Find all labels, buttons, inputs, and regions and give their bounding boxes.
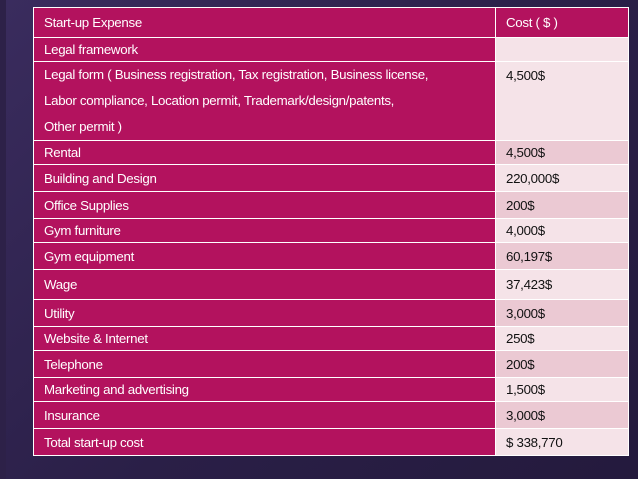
expense-cell: Building and Design [33, 164, 496, 192]
cost-cell: 3,000$ [494, 401, 630, 429]
table-row: Insurance 3,000$ [33, 401, 630, 429]
cost-cell: 200$ [494, 350, 630, 378]
expense-cell: Office Supplies [33, 191, 496, 219]
expense-cell: Rental [33, 140, 496, 165]
expense-line: Labor compliance, Location permit, Trade… [44, 93, 395, 108]
expense-line: Legal form ( Business registration, Tax … [44, 67, 429, 82]
table-row: Legal form ( Business registration, Tax … [33, 61, 630, 141]
table-row: Marketing and advertising 1,500$ [33, 377, 630, 402]
expense-cell: Legal framework [33, 37, 496, 62]
cost-cell: 1,500$ [494, 377, 630, 402]
cost-cell: 4,500$ [494, 140, 630, 165]
slide-accent-bar [0, 0, 6, 479]
cost-cell: 200$ [494, 191, 630, 219]
expense-line: Other permit ) [44, 119, 122, 134]
startup-expense-table: Start-up Expense Cost ( $ ) Legal framew… [33, 7, 630, 456]
expense-cell: Total start-up cost [33, 428, 496, 456]
table-row: Building and Design 220,000$ [33, 164, 630, 192]
table-header-row: Start-up Expense Cost ( $ ) [33, 7, 630, 38]
table-row: Gym equipment 60,197$ [33, 242, 630, 270]
table-row: Telephone 200$ [33, 350, 630, 378]
table-row: Utility 3,000$ [33, 299, 630, 327]
cost-cell: 3,000$ [494, 299, 630, 327]
expense-cell: Website & Internet [33, 326, 496, 351]
header-expense: Start-up Expense [33, 7, 496, 38]
cost-cell: 4,500$ [494, 61, 630, 141]
expense-cell: Marketing and advertising [33, 377, 496, 402]
header-cost: Cost ( $ ) [494, 7, 630, 38]
expense-cell: Insurance [33, 401, 496, 429]
cost-cell: 220,000$ [494, 164, 630, 192]
table-row-total: Total start-up cost $ 338,770 [33, 428, 630, 456]
table-row: Website & Internet 250$ [33, 326, 630, 351]
table-row: Wage 37,423$ [33, 269, 630, 300]
cost-cell [494, 37, 630, 62]
table-row: Gym furniture 4,000$ [33, 218, 630, 243]
expense-cell: Wage [33, 269, 496, 300]
expense-cell: Utility [33, 299, 496, 327]
cost-cell: $ 338,770 [494, 428, 630, 456]
cost-cell: 37,423$ [494, 269, 630, 300]
table-row: Legal framework [33, 37, 630, 62]
table-row: Office Supplies 200$ [33, 191, 630, 219]
cost-cell: 4,000$ [494, 218, 630, 243]
expense-cell: Gym furniture [33, 218, 496, 243]
cost-cell: 60,197$ [494, 242, 630, 270]
expense-cell: Legal form ( Business registration, Tax … [33, 61, 496, 141]
expense-cell: Telephone [33, 350, 496, 378]
table-row: Rental 4,500$ [33, 140, 630, 165]
cost-cell: 250$ [494, 326, 630, 351]
expense-cell: Gym equipment [33, 242, 496, 270]
